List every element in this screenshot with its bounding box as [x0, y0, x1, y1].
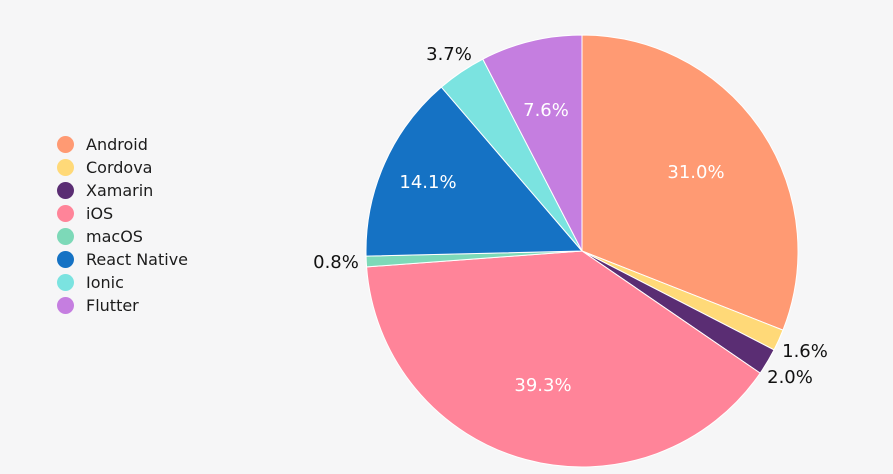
slice-label: 1.6%: [782, 341, 828, 362]
legend-label: Ionic: [86, 273, 124, 292]
legend-label: macOS: [86, 227, 143, 246]
pie-slice-flutter: [482, 34, 583, 252]
legend-swatch: [57, 228, 74, 245]
slice-label: 3.7%: [426, 44, 472, 65]
legend-item: Cordova: [57, 156, 188, 179]
slice-label: 7.6%: [523, 100, 569, 121]
legend-swatch: [57, 251, 74, 268]
legend-label: React Native: [86, 250, 189, 269]
legend-item: React Native: [57, 248, 188, 271]
pie-slice-ios: [366, 250, 761, 468]
legend-label: Flutter: [86, 296, 139, 315]
legend-item: Xamarin: [57, 179, 188, 202]
legend-swatch: [57, 136, 74, 153]
slice-label: 2.0%: [767, 367, 813, 388]
legend-label: Android: [86, 135, 148, 154]
slice-label: 14.1%: [399, 172, 456, 193]
legend-swatch: [57, 205, 74, 222]
legend-swatch: [57, 297, 74, 314]
legend-label: Cordova: [86, 158, 153, 177]
legend-label: Xamarin: [86, 181, 154, 200]
slice-label: 0.8%: [313, 252, 359, 273]
slice-label: 39.3%: [514, 375, 571, 396]
legend-swatch: [57, 182, 74, 199]
legend-item: Flutter: [57, 294, 188, 317]
legend: Android Cordova Xamarin iOS macOS React Nativ…: [57, 133, 188, 317]
legend-item: iOS: [57, 202, 188, 225]
legend-item: macOS: [57, 225, 188, 248]
slice-label: 31.0%: [667, 162, 724, 183]
legend-label: iOS: [86, 204, 114, 223]
pie-slice-react-native: [365, 86, 584, 257]
legend-item: Ionic: [57, 271, 188, 294]
legend-swatch: [57, 159, 74, 176]
pie-slice-android: [581, 34, 799, 331]
legend-item: Android: [57, 133, 188, 156]
legend-swatch: [57, 274, 74, 291]
